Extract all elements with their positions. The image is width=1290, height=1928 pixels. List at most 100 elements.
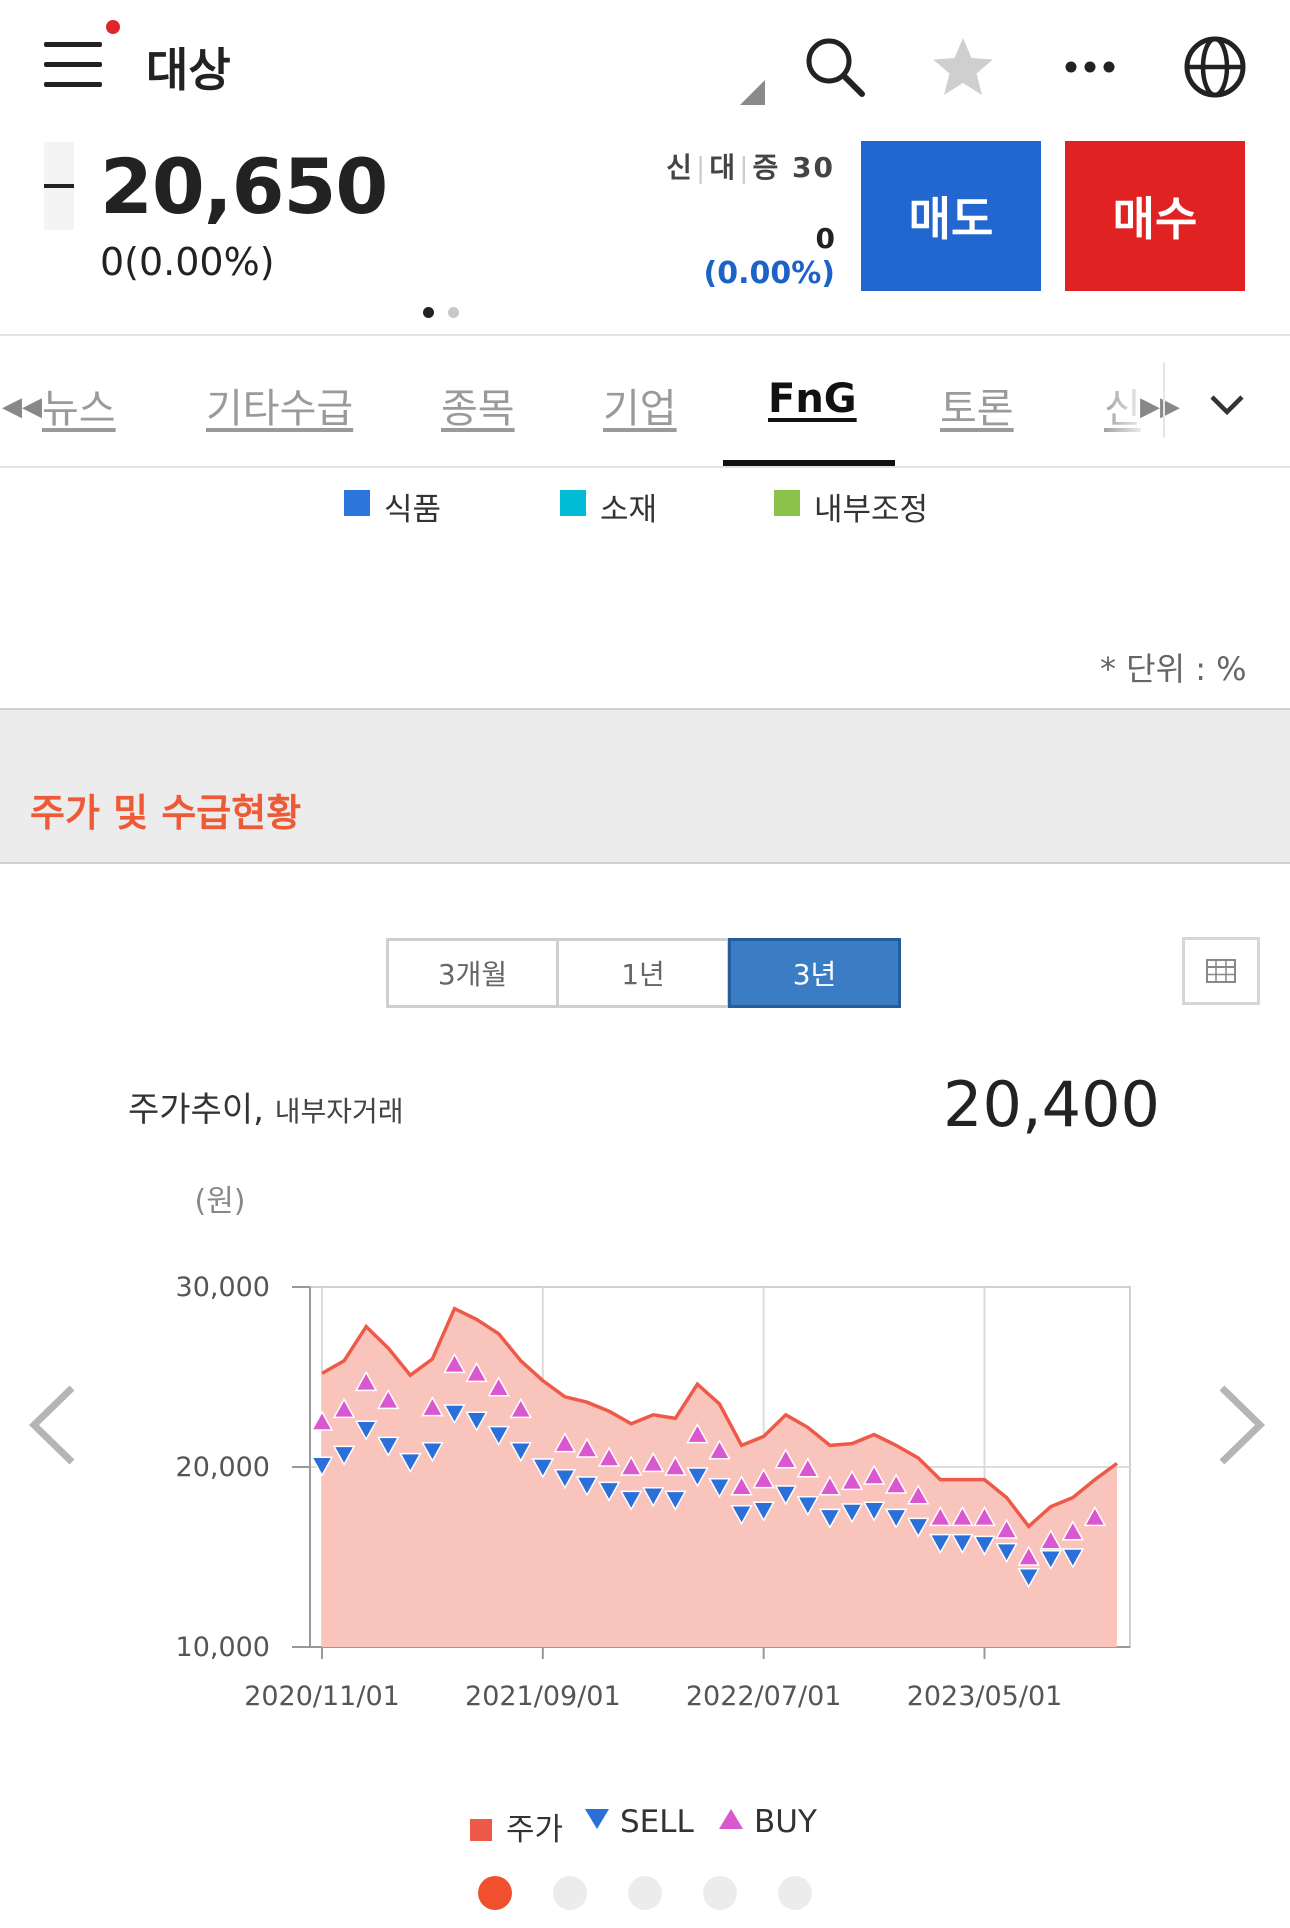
buy-marker [1017, 1545, 1040, 1566]
pager-dot-5[interactable] [778, 1876, 812, 1910]
volume-change-pct: (0.00%) [703, 256, 836, 291]
price-line [321, 1306, 1119, 1529]
buy-marker [1061, 1520, 1085, 1541]
buy-marker [465, 1361, 488, 1383]
price-change: 0(0.00%) [100, 240, 275, 284]
buy-marker [884, 1473, 908, 1494]
active-tab-indicator [723, 460, 895, 466]
triangle-down-icon [585, 1809, 609, 1829]
sell-marker [951, 1533, 974, 1555]
buy-marker [664, 1455, 687, 1476]
notification-dot [106, 20, 120, 34]
sell-marker [818, 1508, 842, 1529]
tab-news[interactable]: 뉴스 [42, 386, 116, 432]
tab-fng[interactable]: FnG [768, 376, 857, 422]
period-3y-button[interactable]: 3년 [728, 938, 901, 1008]
star-icon[interactable] [928, 32, 998, 102]
sell-marker [509, 1442, 533, 1463]
tabs-scroll-left-icon[interactable]: ◀◀ [2, 392, 42, 422]
buy-marker [332, 1397, 356, 1419]
search-icon[interactable] [800, 32, 870, 102]
sell-marker [664, 1490, 687, 1511]
legend-price-swatch [470, 1819, 492, 1841]
y-tick-label: 20,000 [176, 1452, 270, 1483]
y-tick-label: 10,000 [176, 1632, 270, 1663]
sell-marker [443, 1404, 466, 1425]
buy-marker [641, 1451, 665, 1473]
current-price: 20,650 [100, 142, 388, 231]
more-icon[interactable] [1055, 32, 1125, 102]
buy-marker [752, 1468, 775, 1489]
sell-marker [1017, 1568, 1040, 1589]
pager-dot-2[interactable] [553, 1876, 587, 1910]
period-1y-button[interactable]: 1년 [556, 938, 730, 1008]
legend-price: 주가 [470, 1804, 563, 1849]
tab-stock[interactable]: 종목 [441, 386, 515, 432]
sell-marker [730, 1505, 753, 1526]
sell-marker [465, 1411, 488, 1432]
table-view-button[interactable] [1182, 937, 1260, 1005]
tab-discussion[interactable]: 토론 [940, 386, 1014, 432]
buy-marker [421, 1396, 444, 1417]
sell-marker [310, 1456, 334, 1477]
legend-swatch-internal [774, 490, 800, 516]
sell-marker [796, 1496, 820, 1517]
quote-page-dot-2[interactable] [448, 307, 459, 318]
sell-marker [708, 1478, 731, 1499]
period-3m-button[interactable]: 3개월 [386, 938, 559, 1008]
section-header [0, 708, 1290, 864]
section-title: 주가 및 수급현황 [30, 791, 302, 835]
menu-button[interactable] [40, 20, 120, 96]
chart-title-main: 주가추이, [128, 1090, 264, 1130]
sell-marker [929, 1533, 952, 1555]
buy-marker [906, 1484, 930, 1505]
buy-marker [818, 1475, 842, 1496]
chart-prev-arrow-icon[interactable] [24, 1380, 84, 1470]
sell-marker [619, 1490, 643, 1511]
tab-company[interactable]: 기업 [603, 386, 677, 432]
buy-marker [708, 1439, 731, 1460]
pager-dot-1[interactable] [478, 1876, 512, 1910]
buy-marker [509, 1397, 533, 1419]
chart-title-sub: 내부자거래 [274, 1095, 404, 1128]
tab-other-supply[interactable]: 기타수급 [206, 386, 354, 432]
unit-label: * 단위 : % [1100, 650, 1247, 688]
globe-icon[interactable] [1180, 32, 1250, 102]
x-tick-label: 2022/07/01 [686, 1681, 842, 1712]
buy-marker [487, 1376, 510, 1397]
triangle-up-icon [719, 1809, 743, 1829]
credit-label-dae: 대 [709, 151, 738, 184]
buy-marker [840, 1469, 864, 1491]
price-chart: (원) 10,000 20,000 30,000 2020/11/01 2021/09/… [176, 1184, 1131, 1712]
corner-indicator-icon [740, 80, 765, 105]
pager-dot-4[interactable] [703, 1876, 737, 1910]
chart-next-arrow-icon[interactable] [1210, 1380, 1270, 1470]
sell-marker [1061, 1548, 1085, 1569]
buy-marker [597, 1446, 621, 1467]
legend-price-label: 주가 [506, 1812, 564, 1848]
sell-marker [840, 1503, 864, 1524]
buy-marker [575, 1437, 599, 1458]
legend-sell: SELL [584, 1804, 694, 1840]
sell-marker [575, 1476, 599, 1497]
sell-marker [973, 1535, 996, 1556]
sell-marker [774, 1485, 798, 1506]
buy-marker [862, 1464, 886, 1485]
divider [0, 334, 1290, 336]
buy-marker [310, 1410, 334, 1431]
buy-marker [376, 1388, 400, 1410]
quote-page-dot-1[interactable] [423, 307, 434, 318]
pager-dot-3[interactable] [628, 1876, 662, 1910]
legend-buy: BUY [718, 1804, 817, 1840]
credit-label-jeung: 증 [752, 151, 781, 184]
credit-info: 신|대|증 30 [666, 151, 835, 184]
legend-label-food: 식품 [384, 492, 442, 528]
sell-button[interactable]: 매도 [861, 141, 1041, 291]
sell-marker [399, 1452, 422, 1474]
buy-marker [973, 1505, 996, 1527]
chevron-down-icon[interactable] [1206, 384, 1248, 426]
buy-button[interactable]: 매수 [1065, 141, 1245, 291]
sell-marker [995, 1542, 1018, 1564]
tabs-scroll-right-icon[interactable]: ▶▶ [1140, 392, 1180, 422]
sell-marker [862, 1501, 886, 1522]
